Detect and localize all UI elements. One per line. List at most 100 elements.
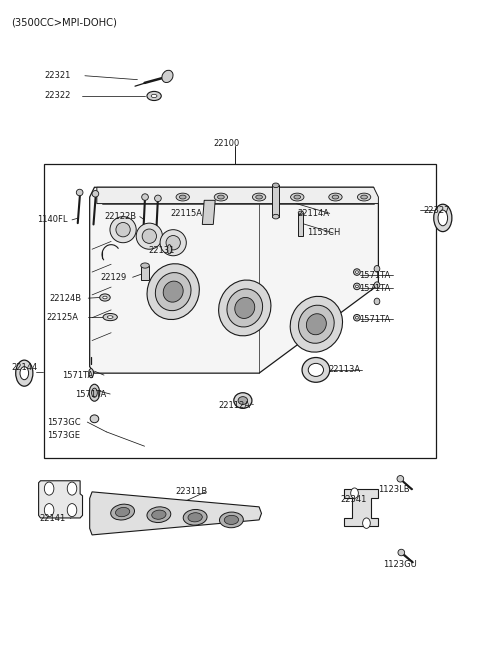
Ellipse shape — [89, 384, 100, 402]
Ellipse shape — [103, 314, 117, 321]
Ellipse shape — [100, 294, 110, 301]
Polygon shape — [202, 200, 215, 225]
Text: 1571TA: 1571TA — [360, 284, 391, 293]
Ellipse shape — [142, 229, 156, 244]
Text: 1140FL: 1140FL — [37, 215, 68, 225]
Circle shape — [67, 504, 77, 517]
Ellipse shape — [108, 316, 113, 318]
Ellipse shape — [20, 367, 29, 380]
Polygon shape — [90, 492, 262, 535]
Ellipse shape — [308, 364, 324, 377]
Text: 22124B: 22124B — [49, 293, 81, 303]
Ellipse shape — [361, 195, 367, 199]
Text: 22112A: 22112A — [218, 402, 251, 410]
Text: 22341: 22341 — [340, 495, 367, 504]
Ellipse shape — [218, 280, 271, 336]
Text: 22113A: 22113A — [328, 365, 360, 375]
Circle shape — [351, 488, 359, 498]
Ellipse shape — [306, 314, 326, 335]
Ellipse shape — [110, 217, 136, 243]
Ellipse shape — [147, 507, 171, 523]
Ellipse shape — [356, 316, 359, 319]
Ellipse shape — [273, 214, 279, 219]
Bar — [273, 185, 279, 217]
Text: 1571TA: 1571TA — [360, 314, 391, 324]
Ellipse shape — [217, 195, 224, 199]
Text: 22144: 22144 — [12, 364, 38, 373]
Ellipse shape — [374, 298, 380, 305]
Ellipse shape — [90, 415, 99, 422]
Text: 22321: 22321 — [44, 71, 71, 81]
Ellipse shape — [162, 70, 173, 83]
Circle shape — [44, 504, 54, 517]
Polygon shape — [90, 187, 378, 373]
Ellipse shape — [180, 195, 186, 199]
Ellipse shape — [160, 230, 186, 255]
Ellipse shape — [358, 193, 371, 201]
Text: 1573GE: 1573GE — [47, 430, 80, 440]
Ellipse shape — [374, 282, 380, 288]
Ellipse shape — [147, 92, 161, 100]
Ellipse shape — [163, 281, 183, 302]
Circle shape — [67, 482, 77, 495]
Bar — [141, 265, 149, 280]
Ellipse shape — [147, 264, 199, 320]
Ellipse shape — [299, 305, 334, 343]
Text: 22311B: 22311B — [176, 487, 208, 496]
Ellipse shape — [356, 285, 359, 288]
Text: 1571TA: 1571TA — [75, 390, 107, 398]
Ellipse shape — [354, 314, 360, 321]
Text: 22327: 22327 — [424, 206, 450, 215]
Text: 22322: 22322 — [44, 92, 71, 100]
Text: 1153CH: 1153CH — [307, 229, 340, 237]
Ellipse shape — [298, 211, 303, 214]
Ellipse shape — [214, 193, 228, 201]
Ellipse shape — [219, 512, 243, 528]
Ellipse shape — [329, 193, 342, 201]
Bar — [44, 164, 436, 458]
Text: 1573GC: 1573GC — [47, 418, 80, 426]
Ellipse shape — [167, 245, 171, 253]
Ellipse shape — [103, 296, 107, 299]
Ellipse shape — [294, 195, 300, 199]
Circle shape — [363, 518, 370, 529]
Ellipse shape — [234, 393, 252, 408]
Ellipse shape — [176, 193, 190, 201]
Ellipse shape — [116, 223, 130, 237]
Ellipse shape — [166, 236, 180, 250]
Polygon shape — [38, 481, 83, 518]
Ellipse shape — [290, 193, 304, 201]
Text: 1571TA: 1571TA — [360, 271, 391, 280]
Ellipse shape — [188, 513, 202, 522]
Ellipse shape — [273, 183, 279, 187]
Text: 22125A: 22125A — [47, 313, 79, 322]
Bar — [298, 213, 303, 236]
Text: 22131: 22131 — [148, 246, 175, 255]
Text: 22114A: 22114A — [297, 209, 329, 218]
Ellipse shape — [252, 193, 266, 201]
Ellipse shape — [434, 204, 452, 232]
Ellipse shape — [89, 369, 94, 378]
Ellipse shape — [142, 194, 148, 200]
Text: 1123GU: 1123GU — [383, 560, 417, 569]
Ellipse shape — [111, 504, 134, 520]
Ellipse shape — [151, 94, 157, 98]
Text: 22141: 22141 — [39, 514, 66, 523]
Ellipse shape — [356, 271, 359, 273]
Ellipse shape — [256, 195, 263, 199]
Ellipse shape — [136, 223, 162, 250]
Ellipse shape — [16, 360, 33, 386]
Ellipse shape — [398, 550, 405, 556]
Ellipse shape — [302, 358, 330, 383]
Ellipse shape — [156, 272, 191, 310]
Text: 22100: 22100 — [214, 139, 240, 148]
Polygon shape — [344, 489, 378, 527]
Ellipse shape — [152, 510, 166, 519]
Ellipse shape — [92, 388, 97, 398]
Polygon shape — [97, 187, 378, 204]
Ellipse shape — [224, 515, 239, 525]
Ellipse shape — [183, 510, 207, 525]
Ellipse shape — [374, 265, 380, 272]
Text: 1123LB: 1123LB — [378, 485, 410, 494]
Ellipse shape — [227, 289, 263, 327]
